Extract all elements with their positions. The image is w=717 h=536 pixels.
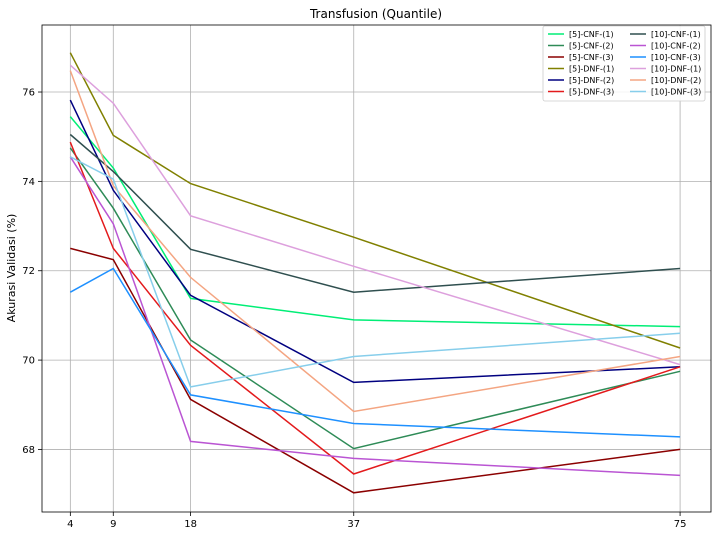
y-tick-label: 68 xyxy=(22,445,35,456)
legend-label: [5]-CNF-(3) xyxy=(569,53,614,62)
legend-label: [10]-DNF-(1) xyxy=(651,65,701,74)
legend-label: [10]-CNF-(3) xyxy=(651,53,701,62)
chart-title: Transfusion (Quantile) xyxy=(309,7,442,21)
y-axis-label: Akurasi Validasi (%) xyxy=(5,214,18,323)
series-line xyxy=(69,99,681,384)
series-line xyxy=(70,247,681,494)
y-tick-label: 74 xyxy=(22,177,35,188)
legend-box xyxy=(542,25,706,102)
legend-label: [5]-DNF-(2) xyxy=(569,76,614,85)
series-lines xyxy=(69,52,681,494)
x-tick-label: 18 xyxy=(184,519,197,530)
plot-frame xyxy=(41,24,712,513)
series-line xyxy=(69,267,681,438)
series-line xyxy=(69,141,681,475)
x-tick-label: 37 xyxy=(347,519,360,530)
legend: [5]-CNF-(1) [5]-CNF-(2) [5]-CNF-(3) [5]-DNF… xyxy=(542,25,706,102)
x-tick-label: 75 xyxy=(674,519,687,530)
x-tick-label: 4 xyxy=(67,519,73,530)
legend-label: [10]-DNF-(3) xyxy=(651,88,701,97)
legend-label: [5]-DNF-(1) xyxy=(569,65,614,74)
y-tick-label: 72 xyxy=(22,266,35,277)
legend-label: [10]-CNF-(2) xyxy=(651,42,701,51)
y-axis: 68 70 72 74 76 xyxy=(22,88,42,456)
legend-label: [5]-CNF-(1) xyxy=(569,30,614,39)
series-line xyxy=(69,156,681,388)
legend-label: [5]-CNF-(2) xyxy=(569,42,614,51)
series-line xyxy=(69,116,681,328)
series-line xyxy=(69,64,681,366)
legend-label: [10]-DNF-(2) xyxy=(651,76,701,85)
x-tick-label: 9 xyxy=(110,519,116,530)
series-line xyxy=(69,52,681,349)
series-line xyxy=(69,133,681,293)
y-tick-label: 76 xyxy=(22,88,35,99)
x-axis: 4 9 18 37 75 xyxy=(67,512,686,530)
y-tick-label: 70 xyxy=(22,356,35,367)
series-line xyxy=(69,147,681,450)
series-line xyxy=(69,70,681,413)
series-line xyxy=(69,156,681,477)
legend-label: [10]-CNF-(1) xyxy=(651,30,701,39)
legend-label: [5]-DNF-(3) xyxy=(569,88,614,97)
